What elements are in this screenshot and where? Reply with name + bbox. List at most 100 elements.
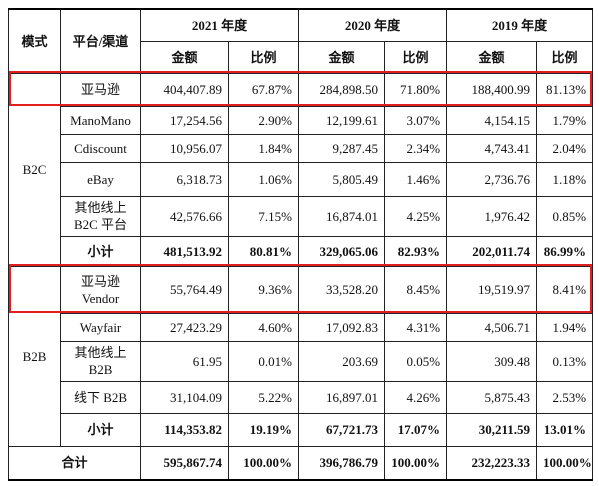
value-cell: 481,513.92 xyxy=(140,235,229,267)
value-cell: 203.69 xyxy=(298,340,386,382)
value-cell: 42,576.66 xyxy=(140,195,229,237)
value-cell: 2.04% xyxy=(536,133,594,163)
data-row: B2B 亚马逊 Vendor 55,764.49 9.36% 33,528.20 8.45… xyxy=(8,265,594,447)
value-cell: 1.79% xyxy=(536,105,594,135)
value-cell: 0.13% xyxy=(536,340,594,382)
value-cell: 100.00% xyxy=(227,445,300,481)
value-cell: 100.00% xyxy=(536,445,594,481)
value-cell: 86.99% xyxy=(536,235,594,267)
channel-cell: 亚马逊 xyxy=(60,72,141,107)
header-cell: 模式 xyxy=(8,8,61,74)
value-cell: 0.05% xyxy=(384,340,448,382)
sub-header: 比例 xyxy=(227,40,300,74)
value-cell: 0.85% xyxy=(536,195,594,237)
value-cell: 5,875.43 xyxy=(446,380,538,414)
value-cell: 61.95 xyxy=(140,340,229,382)
channel-cell: ManoMano xyxy=(60,105,141,135)
channel-cell: 小计 xyxy=(60,412,141,447)
value-cell: 114,353.82 xyxy=(140,412,229,447)
value-cell: 4.25% xyxy=(384,195,448,237)
value-cell: 17,254.56 xyxy=(140,105,229,135)
value-cell: 100.00% xyxy=(384,445,448,481)
value-cell: 4.31% xyxy=(384,312,448,342)
header-row: 金额 比例 金额 比例 金额 比例 xyxy=(9,40,594,74)
data-row: B2C 亚马逊 404,407.89 67.87% 284,898.50 71.80% 18… xyxy=(8,72,594,267)
value-cell: 82.93% xyxy=(384,235,448,267)
value-cell: 3.07% xyxy=(384,105,448,135)
header-row: 模式 平台/渠道 2021 年度 2020 年度 2019 年度 xyxy=(8,8,594,74)
data-row: 其他线上 B2B 61.95 0.01% 203.69 0.05% 309.48 0.13% xyxy=(9,340,594,382)
value-cell: 10,956.07 xyxy=(140,133,229,163)
channel-cell: Wayfair xyxy=(60,312,141,342)
value-cell: 1.94% xyxy=(536,312,594,342)
data-row: 小计 114,353.82 19.19% 67,721.73 17.07% 30,211.… xyxy=(9,412,594,447)
channel-cell: 小计 xyxy=(60,235,141,267)
value-cell: 19,519.97 xyxy=(446,265,538,314)
value-cell: 6,318.73 xyxy=(140,161,229,197)
sub-header: 金额 xyxy=(446,40,538,74)
mode-cell: B2C xyxy=(8,72,61,267)
value-cell: 8.41% xyxy=(536,265,594,314)
value-cell: 12,199.61 xyxy=(298,105,386,135)
total-label: 合计 xyxy=(8,445,141,481)
sub-header: 金额 xyxy=(298,40,386,74)
value-cell: 17,092.83 xyxy=(298,312,386,342)
value-cell: 67.87% xyxy=(227,72,300,107)
value-cell: 5.22% xyxy=(227,380,300,414)
value-cell: 2.34% xyxy=(384,133,448,163)
value-cell: 81.13% xyxy=(536,72,594,107)
mode-cell: B2B xyxy=(8,265,61,447)
value-cell: 4.60% xyxy=(227,312,300,342)
value-cell: 9,287.45 xyxy=(298,133,386,163)
revenue-table: 模式 平台/渠道 2021 年度 2020 年度 2019 年度 金额 比例 金额 比例 金额 比例… xyxy=(8,8,594,481)
year-header: 2021 年度 xyxy=(139,8,300,42)
year-header: 2019 年度 xyxy=(446,8,594,42)
data-row: eBay 6,318.73 1.06% 5,805.49 1.46% 2,736.76 1.… xyxy=(9,161,594,197)
channel-cell: 线下 B2B xyxy=(60,380,141,414)
value-cell: 13.01% xyxy=(536,412,594,447)
value-cell: 27,423.29 xyxy=(140,312,229,342)
value-cell: 67,721.73 xyxy=(298,412,386,447)
value-cell: 19.19% xyxy=(227,412,300,447)
value-cell: 396,786.79 xyxy=(298,445,386,481)
value-cell: 16,897.01 xyxy=(298,380,386,414)
value-cell: 4,506.71 xyxy=(446,312,538,342)
total-row: 合计 595,867.74 100.00% 396,786.79 100.00% 232,… xyxy=(8,445,594,481)
value-cell: 31,104.09 xyxy=(140,380,229,414)
value-cell: 1.18% xyxy=(536,161,594,197)
channel-cell: Cdiscount xyxy=(60,133,141,163)
value-cell: 4.26% xyxy=(384,380,448,414)
sub-header: 比例 xyxy=(536,40,594,74)
channel-cell: 亚马逊 Vendor xyxy=(60,265,141,314)
value-cell: 1.84% xyxy=(227,133,300,163)
value-cell: 55,764.49 xyxy=(140,265,229,314)
data-row: 线下 B2B 31,104.09 5.22% 16,897.01 4.26% 5,875.… xyxy=(9,380,594,414)
value-cell: 0.01% xyxy=(227,340,300,382)
channel-cell: eBay xyxy=(60,161,141,197)
data-row: Wayfair 27,423.29 4.60% 17,092.83 4.31% 4,506… xyxy=(9,312,594,342)
header-cell: 平台/渠道 xyxy=(60,8,141,74)
data-row: 其他线上 B2C 平台 42,576.66 7.15% 16,874.01 4.25% 1… xyxy=(9,195,594,237)
value-cell: 7.15% xyxy=(227,195,300,237)
data-row: 小计 481,513.92 80.81% 329,065.06 82.93% 202,01… xyxy=(9,235,594,267)
sub-header: 比例 xyxy=(384,40,448,74)
value-cell: 30,211.59 xyxy=(446,412,538,447)
value-cell: 16,874.01 xyxy=(298,195,386,237)
value-cell: 1.06% xyxy=(227,161,300,197)
value-cell: 71.80% xyxy=(384,72,448,107)
channel-cell: 其他线上 B2C 平台 xyxy=(60,195,141,237)
sub-header: 金额 xyxy=(140,40,229,74)
channel-cell: 其他线上 B2B xyxy=(60,340,141,382)
value-cell: 284,898.50 xyxy=(298,72,386,107)
value-cell: 309.48 xyxy=(446,340,538,382)
value-cell: 2.53% xyxy=(536,380,594,414)
value-cell: 2,736.76 xyxy=(446,161,538,197)
value-cell: 17.07% xyxy=(384,412,448,447)
value-cell: 595,867.74 xyxy=(140,445,229,481)
year-header: 2020 年度 xyxy=(298,8,448,42)
value-cell: 8.45% xyxy=(384,265,448,314)
data-row: Cdiscount 10,956.07 1.84% 9,287.45 2.34% 4,74… xyxy=(9,133,594,163)
value-cell: 4,743.41 xyxy=(446,133,538,163)
value-cell: 188,400.99 xyxy=(446,72,538,107)
